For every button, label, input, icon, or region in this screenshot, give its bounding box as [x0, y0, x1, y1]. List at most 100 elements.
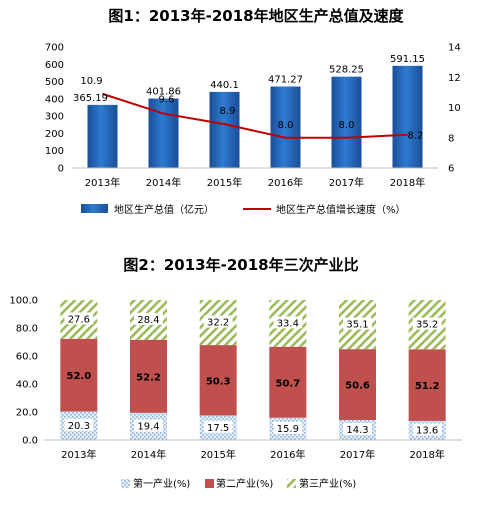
segment-value-label: 20.3	[68, 421, 90, 432]
growth-value-label: 8.9	[220, 106, 236, 117]
chart1-right-tick-label: 12	[448, 73, 461, 84]
chart2-legend: 第一产业(%) 第二产业(%) 第三产业(%)	[121, 477, 356, 490]
chart2-x-tick-label: 2017年	[340, 448, 375, 461]
secondary-industry-segment	[60, 338, 98, 412]
chart1-data-labels: 365.19 401.86 440.1 471.27 528.25 591.15 10.9 9…	[73, 54, 425, 142]
gdp-bar	[87, 104, 118, 168]
gdp-value-label: 401.86	[146, 87, 181, 98]
legend-swatch-primary	[121, 479, 130, 488]
chart1-right-tick-label: 14	[448, 43, 461, 54]
growth-value-label: 8.2	[408, 131, 424, 142]
chart1-left-tick-label: 500	[45, 77, 64, 88]
chart2-y-tick-label: 0.0	[22, 436, 38, 447]
chart2-y-tick-label: 100.0	[9, 296, 38, 307]
chart1: 图1：2013年-2018年地区生产总值及速度 0 100 200 300 400 500…	[45, 7, 461, 216]
growth-value-label: 8.0	[339, 120, 355, 131]
chart1-left-tick-label: 600	[45, 60, 64, 71]
segment-value-label: 51.2	[415, 381, 440, 392]
gdp-value-label: 440.1	[210, 80, 239, 91]
segment-value-label: 52.0	[66, 371, 91, 382]
secondary-industry-segment	[269, 346, 307, 418]
chart1-left-tick-label: 300	[45, 112, 64, 123]
legend-swatch-secondary	[205, 479, 214, 488]
chart2: 图2：2013年-2018年三次产业比 0.0 20.0 40.0 60.0 80.0 1…	[9, 256, 462, 490]
segment-value-label: 28.4	[137, 315, 159, 326]
legend-label-tertiary: 第三产业(%)	[299, 477, 356, 490]
chart2-y-tick-label: 40.0	[16, 380, 38, 391]
segment-label-background	[343, 317, 372, 330]
gdp-bar	[392, 65, 423, 168]
chart2-x-tick-label: 2015年	[200, 448, 235, 461]
legend-swatch-tertiary	[287, 479, 296, 488]
legend-label-primary: 第一产业(%)	[133, 477, 190, 490]
chart2-y-tick-label: 20.0	[16, 408, 38, 419]
chart1-x-axis: 2013年 2014年 2015年 2016年 2017年 2018年	[72, 167, 438, 189]
chart2-title: 图2：2013年-2018年三次产业比	[123, 256, 358, 274]
growth-rate-line	[102, 92, 408, 139]
chart1-left-tick-label: 700	[45, 43, 64, 54]
gdp-value-label: 591.15	[390, 54, 425, 65]
chart1-left-tick-label: 100	[45, 146, 64, 157]
chart1-left-tick-label: 200	[45, 129, 64, 140]
segment-label-background	[412, 317, 442, 330]
chart2-y-tick-label: 80.0	[16, 324, 38, 335]
segment-value-label: 35.2	[416, 320, 438, 331]
chart1-right-tick-label: 10	[448, 103, 461, 114]
chart1-x-tick-label: 2017年	[329, 176, 364, 189]
chart1-x-tick-label: 2015年	[207, 176, 242, 189]
segment-label-background	[203, 315, 233, 328]
gdp-bar	[148, 98, 179, 168]
segment-value-label: 35.1	[346, 320, 368, 331]
chart2-y-axis: 0.0 20.0 40.0 60.0 80.0 100.0	[9, 296, 38, 447]
chart2-x-axis: 2013年 2014年 2015年 2016年 2017年 2018年	[44, 439, 462, 461]
segment-label-background	[273, 316, 303, 329]
segment-label-background	[203, 420, 233, 433]
chart1-title: 图1：2013年-2018年地区生产总值及速度	[108, 7, 404, 25]
gdp-value-label: 365.19	[73, 93, 108, 104]
secondary-industry-segment	[130, 339, 167, 413]
chart1-x-tick-label: 2014年	[146, 176, 181, 189]
secondary-industry-segment	[199, 345, 237, 416]
segment-value-label: 50.3	[206, 376, 231, 387]
chart2-x-tick-label: 2018年	[409, 448, 444, 461]
secondary-industry-segment	[339, 349, 376, 420]
legend-label-gdp: 地区生产总值（亿元）	[114, 203, 214, 216]
chart2-x-tick-label: 2014年	[131, 448, 166, 461]
chart1-bars	[87, 65, 423, 168]
segment-label-background	[64, 312, 94, 325]
segment-value-label: 33.4	[277, 318, 299, 329]
segment-label-background	[273, 421, 303, 434]
chart1-legend: 地区生产总值（亿元） 地区生产总值增长速度（%）	[81, 203, 406, 216]
legend-label-secondary: 第二产业(%)	[216, 477, 273, 490]
chart2-x-tick-label: 2016年	[270, 448, 305, 461]
segment-label-background	[343, 422, 372, 435]
chart2-stacked-bars: 20.3 52.0 27.6 19.4 52.2 28.4 17.5 50.3 32.2 15.9…	[60, 300, 446, 440]
segment-value-label: 50.6	[345, 381, 370, 392]
segment-label-background	[134, 419, 163, 432]
gdp-value-label: 471.27	[268, 75, 303, 86]
gdp-value-label: 528.25	[329, 65, 364, 76]
segment-value-label: 17.5	[207, 423, 229, 434]
gdp-bar	[209, 91, 240, 168]
chart1-left-tick-label: 400	[45, 94, 64, 105]
legend-label-growth: 地区生产总值增长速度（%）	[276, 203, 406, 216]
growth-value-label: 10.9	[80, 76, 102, 87]
segment-value-label: 15.9	[277, 424, 299, 435]
chart1-right-tick-label: 8	[448, 133, 454, 144]
legend-swatch-gdp	[81, 204, 108, 213]
secondary-industry-segment	[408, 349, 446, 421]
chart1-right-tick-label: 6	[448, 164, 454, 175]
segment-value-label: 19.4	[137, 421, 159, 432]
segment-label-background	[134, 312, 163, 325]
segment-label-background	[412, 423, 442, 436]
segment-value-label: 50.7	[275, 378, 300, 389]
chart1-growth-line	[102, 92, 408, 139]
growth-value-label: 8.0	[278, 120, 294, 131]
chart2-x-tick-label: 2013年	[61, 448, 96, 461]
segment-value-label: 14.3	[346, 425, 368, 436]
segment-value-label: 32.2	[207, 318, 229, 329]
chart1-left-tick-label: 0	[58, 164, 64, 175]
chart2-y-tick-label: 60.0	[16, 352, 38, 363]
segment-value-label: 13.6	[416, 425, 438, 436]
